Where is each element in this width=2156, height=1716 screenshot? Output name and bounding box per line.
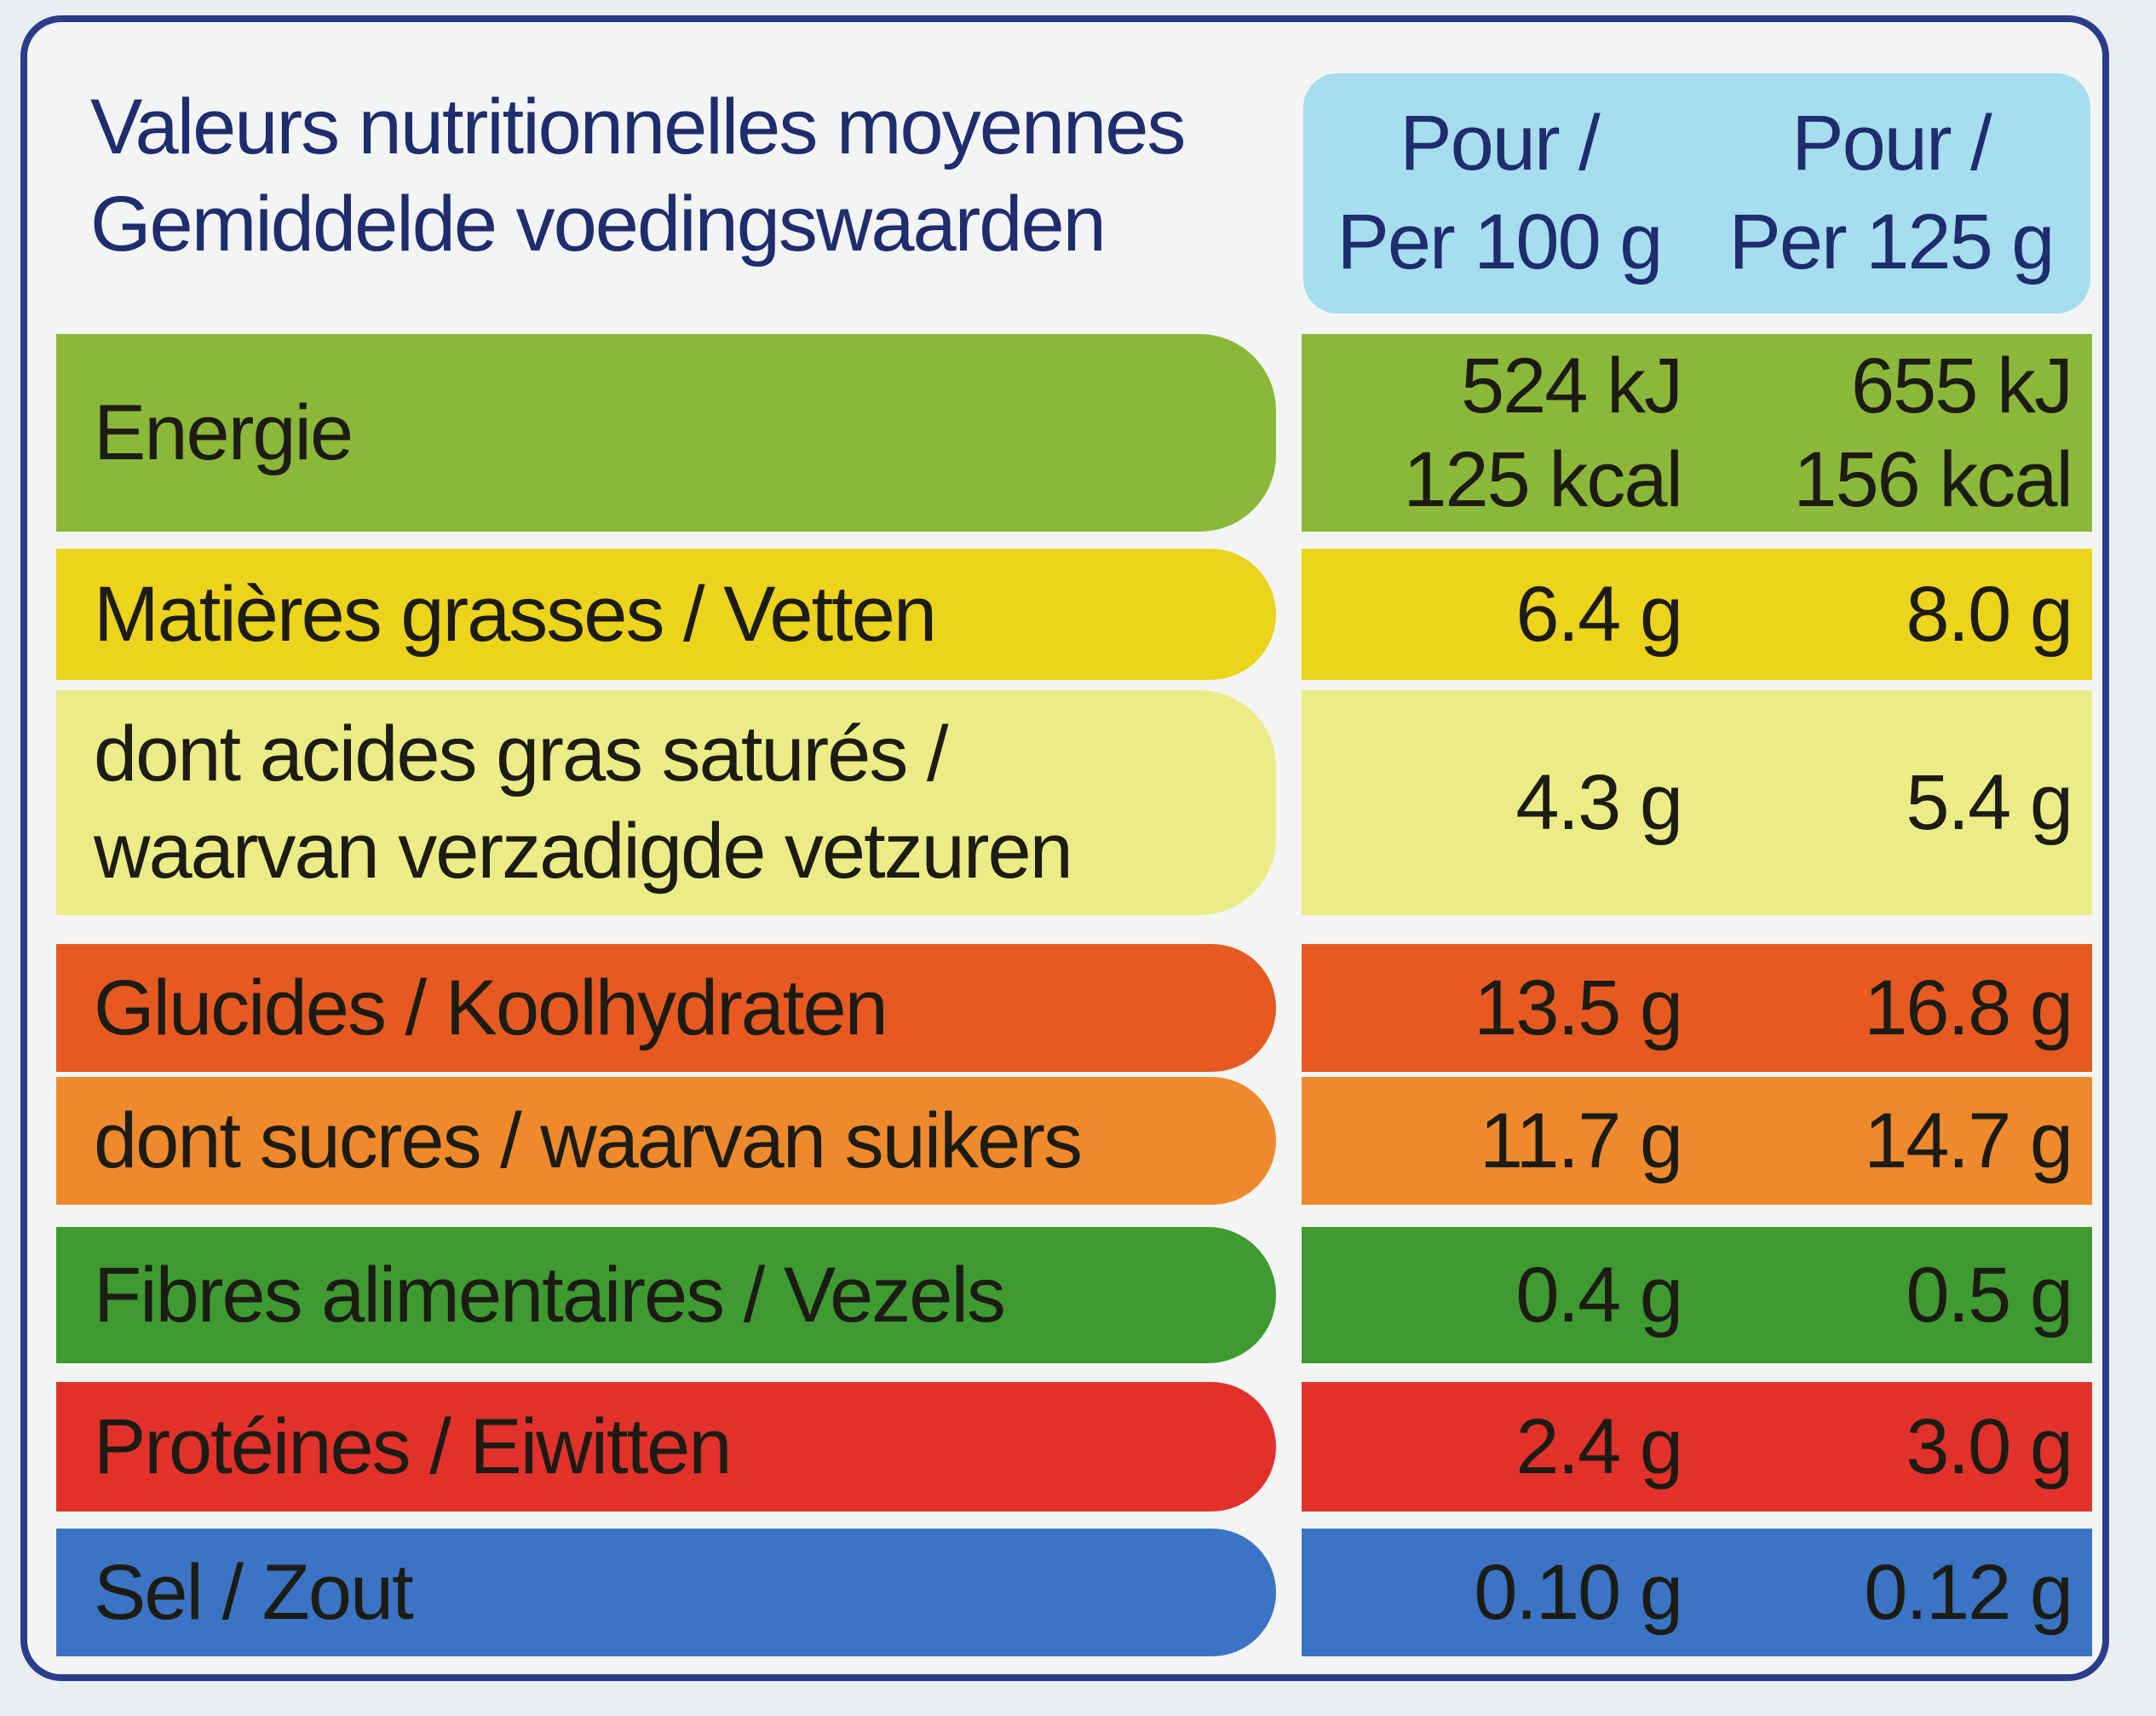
row-saturated-fat-per-125g-value: 5.4 g [1906, 759, 2073, 846]
row-sugars-label-text: dont sucres / waarvan suikers [94, 1097, 1083, 1184]
row-carbohydrates-per-125g: 16.8 g [1690, 944, 2073, 1072]
row-energy: Energie 524 kJ 125 kcal 655 kJ 156 kcal [56, 334, 2092, 532]
row-protein-per-100g: 2.4 g [1300, 1382, 1683, 1512]
row-saturated-fat-per-125g: 5.4 g [1690, 690, 2073, 915]
row-fat-label: Matières grasses / Vetten [56, 549, 1276, 680]
row-carbohydrates: Glucides / Koolhydraten 13.5 g 16.8 g [56, 944, 2092, 1072]
row-saturated-fat-label: dont acides gras saturés / waarvan verza… [56, 690, 1276, 915]
column-header-per-125g-line2: Per 125 g [1728, 199, 2055, 285]
row-carbohydrates-label-text: Glucides / Koolhydraten [94, 965, 888, 1051]
row-sugars-per-125g-value: 14.7 g [1864, 1097, 2073, 1184]
column-header-per-100g-line2: Per 100 g [1337, 199, 1664, 285]
row-sugars-label: dont sucres / waarvan suikers [56, 1077, 1276, 1205]
row-fibres-per-100g-value: 0.4 g [1515, 1252, 1683, 1339]
row-protein-label: Protéines / Eiwitten [56, 1382, 1276, 1512]
row-energy-label-text: Energie [94, 389, 354, 476]
row-sugars-per-100g-value: 11.7 g [1480, 1097, 1683, 1184]
row-sugars: dont sucres / waarvan suikers 11.7 g 14.… [56, 1077, 2092, 1205]
column-header-per-125g-line1: Pour / [1791, 100, 1992, 187]
table-title-french: Valeurs nutritionnelles moyennes [90, 83, 1186, 170]
row-energy-per-125g: 655 kJ 156 kcal [1690, 334, 2073, 532]
row-fat-per-100g: 6.4 g [1300, 549, 1683, 680]
row-salt-per-100g: 0.10 g [1300, 1529, 1683, 1656]
row-carbohydrates-per-100g: 13.5 g [1300, 944, 1683, 1072]
row-fat-per-100g-value: 6.4 g [1515, 571, 1683, 658]
row-fat-per-125g-value: 8.0 g [1906, 571, 2073, 658]
row-saturated-fat-label-line1: dont acides gras saturés / [94, 711, 948, 798]
column-header-per-125g: Pour / Per 125 g [1695, 94, 2087, 291]
row-salt-label-text: Sel / Zout [94, 1549, 414, 1636]
row-protein-value-background [1302, 1382, 2092, 1512]
row-protein-per-125g: 3.0 g [1690, 1382, 2073, 1512]
column-header-per-100g-line1: Pour / [1400, 100, 1600, 187]
row-carbohydrates-value-background [1302, 944, 2092, 1072]
row-saturated-fat-value-background [1302, 690, 2092, 915]
row-fibres: Fibres alimentaires / Vezels 0.4 g 0.5 g [56, 1227, 2092, 1363]
row-energy-value-background [1302, 334, 2092, 532]
row-salt-value-background [1302, 1529, 2092, 1656]
row-fat-per-125g: 8.0 g [1690, 549, 2073, 680]
table-title-dutch: Gemiddelde voedingswaarden [90, 181, 1107, 268]
row-carbohydrates-label: Glucides / Koolhydraten [56, 944, 1276, 1072]
row-fibres-value-background [1302, 1227, 2092, 1363]
row-protein-per-100g-value: 2.4 g [1515, 1403, 1683, 1490]
row-saturated-fat-label-line2: waarvan verzadigde vetzuren [94, 808, 1073, 895]
row-protein-per-125g-value: 3.0 g [1906, 1403, 2073, 1490]
column-headers: Pour / Per 100 g Pour / Per 125 g [1303, 73, 2090, 314]
row-fat-label-text: Matières grasses / Vetten [94, 571, 937, 658]
row-fibres-label: Fibres alimentaires / Vezels [56, 1227, 1276, 1363]
row-energy-per-125g-kcal: 156 kcal [1793, 436, 2073, 523]
row-salt-per-100g-value: 0.10 g [1474, 1549, 1683, 1636]
row-salt-label: Sel / Zout [56, 1529, 1276, 1656]
row-sugars-value-background [1302, 1077, 2092, 1205]
table-title: Valeurs nutritionnelles moyennes Gemidde… [90, 78, 1186, 273]
row-fat: Matières grasses / Vetten 6.4 g 8.0 g [56, 549, 2092, 680]
row-energy-label: Energie [56, 334, 1276, 532]
row-energy-per-100g: 524 kJ 125 kcal [1300, 334, 1683, 532]
row-saturated-fat-per-100g: 4.3 g [1300, 690, 1683, 915]
column-header-per-100g: Pour / Per 100 g [1303, 94, 1695, 291]
row-protein-label-text: Protéines / Eiwitten [94, 1403, 732, 1490]
row-salt-per-125g-value: 0.12 g [1864, 1549, 2073, 1636]
row-saturated-fat: dont acides gras saturés / waarvan verza… [56, 690, 2092, 915]
row-fat-value-background [1302, 549, 2092, 680]
row-energy-per-100g-kcal: 125 kcal [1403, 436, 1683, 523]
row-fibres-per-125g-value: 0.5 g [1906, 1252, 2073, 1339]
row-salt: Sel / Zout 0.10 g 0.12 g [56, 1529, 2092, 1656]
row-energy-per-125g-kj: 655 kJ [1850, 343, 2073, 429]
row-protein: Protéines / Eiwitten 2.4 g 3.0 g [56, 1382, 2092, 1512]
row-fibres-per-125g: 0.5 g [1690, 1227, 2073, 1363]
row-carbohydrates-per-100g-value: 13.5 g [1474, 965, 1683, 1051]
row-saturated-fat-per-100g-value: 4.3 g [1515, 759, 1683, 846]
row-fibres-per-100g: 0.4 g [1300, 1227, 1683, 1363]
row-sugars-per-100g: 11.7 g [1300, 1077, 1683, 1205]
row-carbohydrates-per-125g-value: 16.8 g [1864, 965, 2073, 1051]
row-energy-per-100g-kj: 524 kJ [1460, 343, 1683, 429]
row-fibres-label-text: Fibres alimentaires / Vezels [94, 1252, 1006, 1339]
row-sugars-per-125g: 14.7 g [1690, 1077, 2073, 1205]
row-salt-per-125g: 0.12 g [1690, 1529, 2073, 1656]
